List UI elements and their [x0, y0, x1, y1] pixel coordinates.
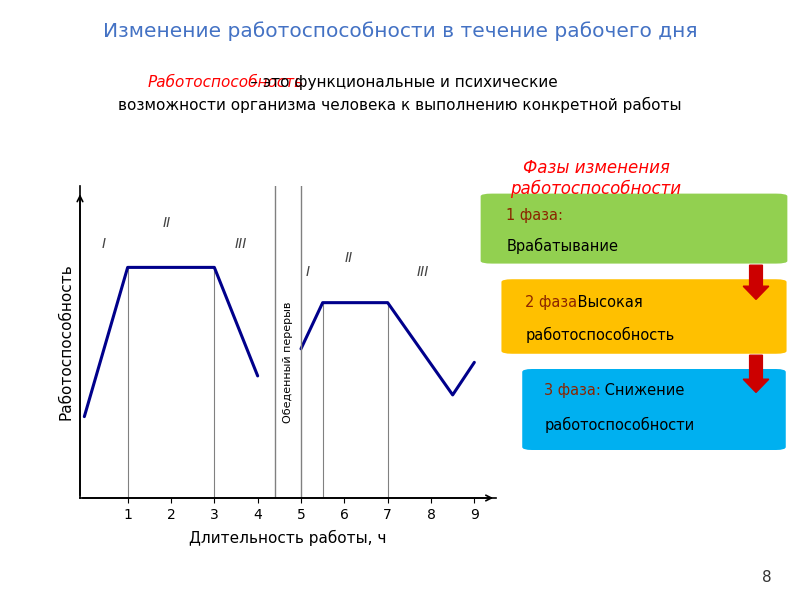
Text: возможности организма человека к выполнению конкретной работы: возможности организма человека к выполне… [118, 97, 682, 113]
Text: I: I [306, 265, 310, 278]
Text: 1 фаза:: 1 фаза: [506, 208, 563, 223]
Text: III: III [416, 265, 429, 278]
Text: 3 фаза:: 3 фаза: [544, 383, 601, 398]
Y-axis label: Работоспособность: Работоспособность [58, 263, 73, 421]
Text: Обеденный перерыв: Обеденный перерыв [283, 302, 293, 423]
Text: Высокая: Высокая [573, 295, 642, 310]
Text: I: I [102, 238, 106, 251]
Text: II: II [162, 215, 170, 230]
Text: Изменение работоспособности в течение рабочего дня: Изменение работоспособности в течение ра… [102, 21, 698, 41]
Text: – это функциональные и психические: – это функциональные и психические [148, 75, 558, 90]
FancyBboxPatch shape [522, 369, 786, 450]
FancyBboxPatch shape [502, 279, 786, 354]
Text: II: II [345, 251, 353, 265]
Text: работоспособность: работоспособность [526, 326, 674, 343]
Text: 8: 8 [762, 570, 772, 585]
Text: III: III [234, 238, 246, 251]
Text: Фазы изменения
работоспособности: Фазы изменения работоспособности [510, 159, 682, 198]
FancyBboxPatch shape [481, 194, 787, 263]
Text: работоспособности: работоспособности [544, 416, 694, 433]
Text: Врабатывание: Врабатывание [506, 238, 618, 254]
Text: Работоспособность: Работоспособность [148, 75, 304, 90]
Text: 2 фаза:: 2 фаза: [526, 295, 582, 310]
Text: Снижение: Снижение [600, 383, 685, 398]
X-axis label: Длительность работы, ч: Длительность работы, ч [190, 530, 386, 546]
